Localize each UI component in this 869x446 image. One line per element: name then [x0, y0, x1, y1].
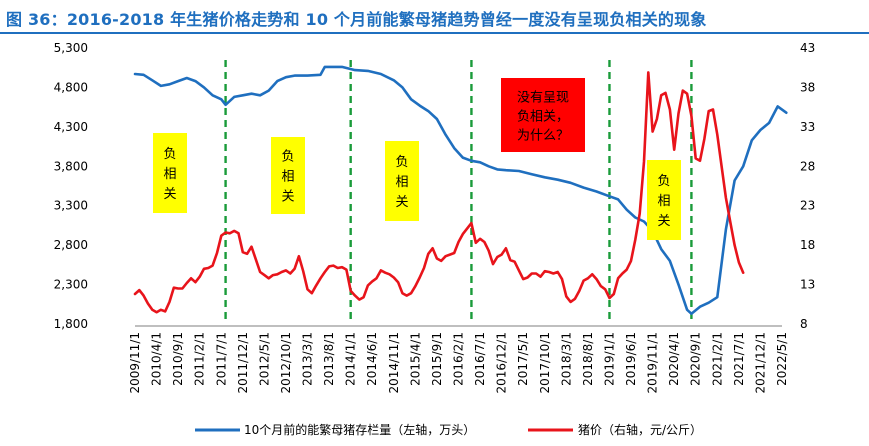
x-tick-label: 2010/4/1: [150, 332, 164, 386]
y-left-tick-label: 4,800: [54, 80, 88, 94]
x-tick-label: 2021/7/1: [732, 332, 746, 386]
x-tick-label: 2021/2/1: [710, 332, 724, 386]
annotation-text: 关: [657, 214, 670, 229]
y-right-tick-label: 38: [800, 80, 815, 94]
x-tick-label: 2019/1/1: [602, 332, 616, 386]
series-line-hog-price: [133, 71, 745, 314]
x-tick-label: 2018/3/1: [559, 332, 573, 386]
annotation-text: 负: [163, 147, 176, 162]
x-tick-label: 2017/10/1: [538, 332, 552, 394]
x-tick-label: 2010/9/1: [171, 332, 185, 386]
y-left-tick-label: 2,300: [54, 278, 88, 292]
x-tick-label: 2018/8/1: [581, 332, 595, 386]
annotation-text: 相: [163, 167, 176, 182]
x-tick-label: 2019/11/1: [646, 332, 660, 394]
annotation-text: 关: [163, 187, 176, 202]
annotation-box: [271, 137, 305, 214]
title-rule: [0, 32, 869, 34]
x-tick-label: 2019/6/1: [624, 332, 638, 386]
y-left-tick-label: 5,300: [54, 41, 88, 55]
y-right-tick-label: 43: [800, 41, 815, 55]
x-tick-label: 2011/7/1: [214, 332, 228, 386]
x-tick-label: 2015/4/1: [408, 332, 422, 386]
y-axis-right: 8 13 18 23 28 33 38 43: [800, 41, 815, 331]
x-tick-label: 2014/1/1: [344, 332, 358, 386]
annotation-text: 为什么？: [517, 129, 569, 144]
x-axis: 2009/11/1 2010/4/1 2010/9/1 2011/2/1 2011/7/…: [128, 325, 789, 394]
cycle-dividers: [224, 60, 693, 324]
series-line-sow-inventory: [133, 65, 788, 315]
annotation-text: 负相关，: [517, 110, 569, 125]
x-tick-label: 2012/5/1: [257, 332, 271, 386]
x-tick-label: 2009/11/1: [128, 332, 142, 394]
y-left-tick-label: 2,800: [54, 238, 88, 252]
x-tick-label: 2016/12/1: [495, 332, 509, 394]
annotation-text: 负: [657, 174, 670, 189]
annotation-box: [153, 133, 187, 213]
x-tick-label: 2021/12/1: [753, 332, 767, 394]
legend: 10个月前的能繁母猪存栏量（左轴，万头） 猪价（右轴，元/公斤）: [195, 422, 702, 437]
annotation-text: 负: [395, 155, 408, 170]
x-tick-label: 2020/9/1: [689, 332, 703, 386]
annotation-box: [501, 78, 585, 152]
y-right-tick-label: 18: [800, 238, 815, 252]
x-tick-label: 2016/7/1: [473, 332, 487, 386]
y-right-tick-label: 28: [800, 159, 815, 173]
x-tick-label: 2014/6/1: [365, 332, 379, 386]
x-tick-label: 2017/5/1: [516, 332, 530, 386]
y-right-tick-label: 33: [800, 120, 815, 134]
x-tick-label: 2015/9/1: [430, 332, 444, 386]
annotation-text: 负: [281, 150, 294, 165]
annotation-text: 相: [657, 194, 670, 209]
y-right-tick-label: 13: [800, 278, 815, 292]
chart-title: 图 36：2016-2018 年生猪价格走势和 10 个月前能繁母猪趋势曾经一度…: [6, 10, 707, 29]
x-tick-label: 2011/12/1: [236, 332, 250, 394]
annotation-box: [385, 141, 419, 221]
y-left-tick-label: 1,800: [54, 317, 88, 331]
x-tick-label: 2012/10/1: [279, 332, 293, 394]
annotation-text: 相: [281, 170, 294, 185]
series-lines: [133, 65, 788, 315]
annotation-text: 相: [395, 175, 408, 190]
x-tick-label: 2022/5/1: [775, 332, 789, 386]
annotation-text: 关: [281, 190, 294, 205]
y-axis-left: 1,800 2,300 2,800 3,300 3,800 4,300 4,800 5,300: [54, 41, 88, 331]
x-tick-label: 2013/8/1: [322, 332, 336, 386]
y-left-tick-label: 4,300: [54, 120, 88, 134]
y-left-tick-label: 3,300: [54, 199, 88, 213]
x-tick-label: 2020/4/1: [667, 332, 681, 386]
x-tick-label: 2011/2/1: [193, 332, 207, 386]
y-left-tick-label: 3,800: [54, 159, 88, 173]
legend-label-sow: 10个月前的能繁母猪存栏量（左轴，万头）: [244, 422, 475, 437]
x-tick-label: 2013/3/1: [301, 332, 315, 386]
y-right-tick-label: 8: [800, 317, 808, 331]
annotation-text: 关: [395, 195, 408, 210]
legend-label-hog: 猪价（右轴，元/公斤）: [578, 422, 702, 437]
x-tick-label: 2014/11/1: [387, 332, 401, 394]
annotation-box: [647, 160, 681, 240]
x-tick-label: 2016/2/1: [452, 332, 466, 386]
annotation-text: 没有呈现: [517, 91, 569, 106]
y-right-tick-label: 23: [800, 199, 815, 213]
